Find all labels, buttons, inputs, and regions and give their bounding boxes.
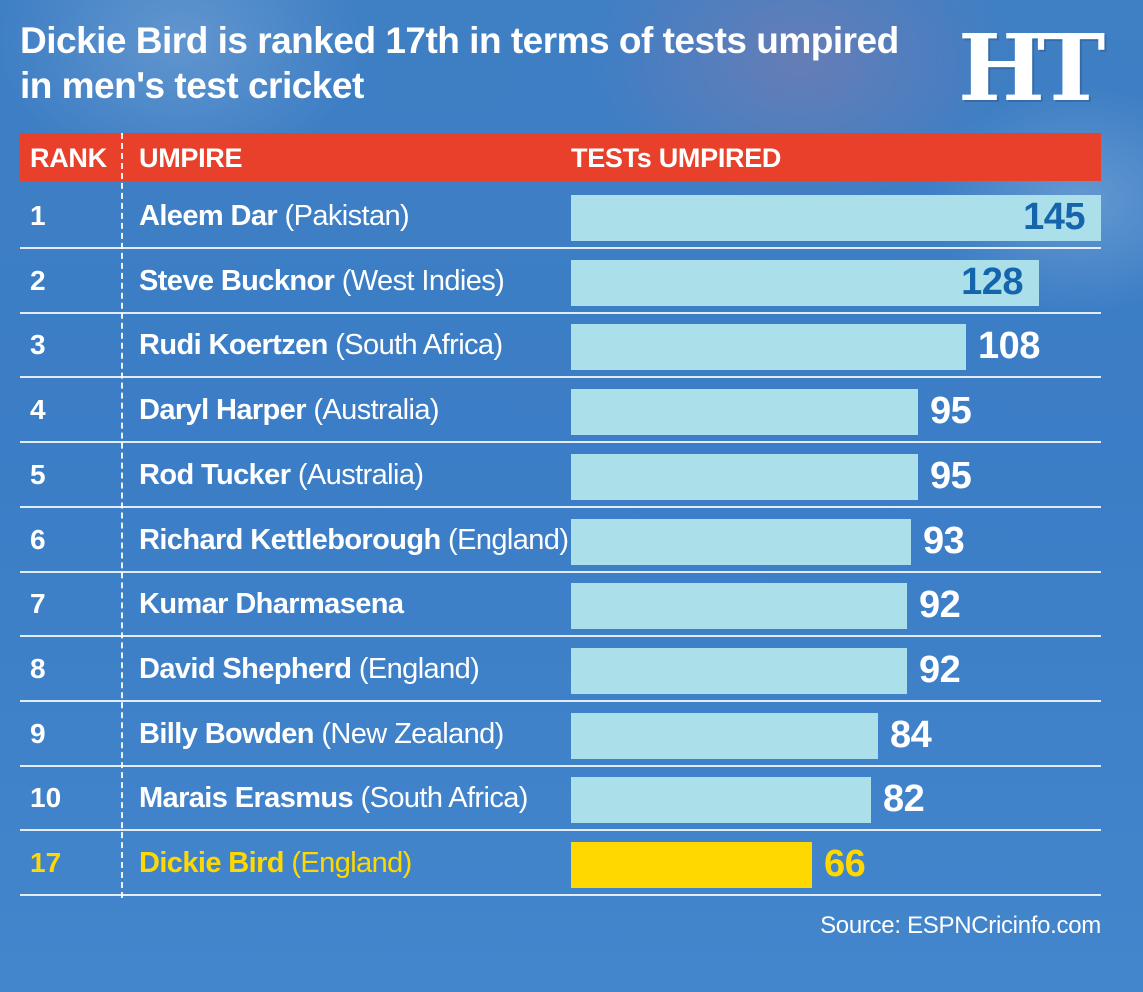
bar xyxy=(571,324,966,370)
umpire-label: Rod Tucker (Australia) xyxy=(139,444,424,506)
umpire-label: Marais Erasmus (South Africa) xyxy=(139,767,528,829)
umpire-name: Daryl Harper xyxy=(139,394,306,426)
umpire-label: David Shepherd (England) xyxy=(139,638,480,700)
umpire-country: (New Zealand) xyxy=(321,718,504,750)
umpire-name: Rudi Koertzen xyxy=(139,329,328,361)
bar-value-label: 93 xyxy=(923,520,965,562)
umpire-country: (England) xyxy=(291,847,412,879)
umpire-name: David Shepherd xyxy=(139,653,352,685)
rank-label: 4 xyxy=(30,394,46,425)
bar-value-label: 145 xyxy=(1023,196,1085,238)
umpire-label: Kumar Dharmasena xyxy=(139,573,404,635)
rank-label: 5 xyxy=(30,459,46,490)
umpire-country: (Pakistan) xyxy=(284,200,410,232)
rank-label: 9 xyxy=(30,718,46,749)
umpire-label: Rudi Koertzen (South Africa) xyxy=(139,314,503,376)
rank-column-header: RANK xyxy=(30,143,107,173)
umpire-name: Marais Erasmus xyxy=(139,782,354,814)
umpire-label: Billy Bowden (New Zealand) xyxy=(139,703,504,765)
row-separator xyxy=(20,571,1101,573)
table-row: 1 Aleem Dar (Pakistan) 145 xyxy=(20,185,1101,249)
umpire-label: Daryl Harper (Australia) xyxy=(139,379,440,441)
source-note: Source: ESPNCricinfo.com xyxy=(820,912,1101,939)
table-row: 7 Kumar Dharmasena 92 xyxy=(20,573,1101,637)
umpire-country: (Australia) xyxy=(297,459,424,491)
umpire-column-header: UMPIRE xyxy=(139,143,243,173)
bar xyxy=(571,583,907,629)
bar xyxy=(571,648,907,694)
rank-label: 2 xyxy=(30,265,46,296)
bar-value-label: 128 xyxy=(961,261,1023,303)
bar-value-label: 66 xyxy=(824,843,866,885)
umpire-name: Aleem Dar xyxy=(139,200,278,232)
row-separator xyxy=(20,894,1101,896)
bar xyxy=(571,842,812,888)
rank-label: 10 xyxy=(30,782,62,813)
bar-value-label: 95 xyxy=(930,390,972,432)
umpire-country: (West Indies) xyxy=(341,265,505,297)
bar xyxy=(571,260,1039,306)
table-row: 5 Rod Tucker (Australia) 95 xyxy=(20,444,1101,508)
bar xyxy=(571,519,911,565)
ht-logo: HT xyxy=(958,14,1105,122)
bar-value-label: 92 xyxy=(919,649,961,691)
bar-value-label: 82 xyxy=(883,778,925,820)
umpire-country: (England) xyxy=(358,653,480,685)
row-separator xyxy=(20,312,1101,314)
table-header xyxy=(20,133,1101,181)
umpire-name: Kumar Dharmasena xyxy=(139,588,404,620)
rank-label: 1 xyxy=(30,200,46,231)
rank-label: 3 xyxy=(30,329,46,360)
row-separator xyxy=(20,765,1101,767)
umpire-name: Steve Bucknor xyxy=(139,265,335,297)
bar xyxy=(571,389,918,435)
umpire-label: Aleem Dar (Pakistan) xyxy=(139,185,410,247)
umpire-country: (Australia) xyxy=(313,394,439,426)
row-separator xyxy=(20,635,1101,637)
row-separator xyxy=(20,829,1101,831)
umpire-name: Billy Bowden xyxy=(139,718,314,750)
table-row: 17 Dickie Bird (England) 66 xyxy=(20,832,1101,896)
rank-label: 7 xyxy=(30,588,46,619)
umpire-country: (South Africa) xyxy=(360,782,529,814)
table-row: 8 David Shepherd (England) 92 xyxy=(20,638,1101,702)
table-row: 2 Steve Bucknor (West Indies) 128 xyxy=(20,250,1101,314)
umpire-country: (England) xyxy=(448,524,569,556)
row-separator xyxy=(20,506,1101,508)
umpire-name: Richard Kettleborough xyxy=(139,524,441,556)
umpire-name: Rod Tucker xyxy=(139,459,291,491)
rank-label: 6 xyxy=(30,524,46,555)
umpire-label: Richard Kettleborough (England) xyxy=(139,509,569,571)
umpire-label: Steve Bucknor (West Indies) xyxy=(139,250,505,312)
bar-value-label: 108 xyxy=(978,325,1040,367)
bar-value-label: 84 xyxy=(890,714,932,756)
bar-value-label: 92 xyxy=(919,584,961,626)
table-row: 9 Billy Bowden (New Zealand) 84 xyxy=(20,703,1101,767)
row-separator xyxy=(20,441,1101,443)
column-divider xyxy=(121,133,123,898)
table-row: 4 Daryl Harper (Australia) 95 xyxy=(20,379,1101,443)
rank-label: 17 xyxy=(30,847,62,878)
tests-column-header: TESTs UMPIRED xyxy=(571,143,782,173)
row-separator xyxy=(20,376,1101,378)
umpire-label: Dickie Bird (England) xyxy=(139,832,412,894)
row-separator xyxy=(20,700,1101,702)
row-separator xyxy=(20,247,1101,249)
table-row: 6 Richard Kettleborough (England) 93 xyxy=(20,509,1101,573)
bar xyxy=(571,777,871,823)
table-row: 3 Rudi Koertzen (South Africa) 108 xyxy=(20,314,1101,378)
umpire-name: Dickie Bird xyxy=(139,847,285,879)
bar xyxy=(571,713,878,759)
umpire-country: (South Africa) xyxy=(335,329,503,361)
chart-title: Dickie Bird is ranked 17th in terms of t… xyxy=(20,20,899,106)
bar-value-label: 95 xyxy=(930,455,972,497)
bar xyxy=(571,195,1101,241)
table-row: 10 Marais Erasmus (South Africa) 82 xyxy=(20,767,1101,831)
rank-label: 8 xyxy=(30,653,46,684)
bar xyxy=(571,454,918,500)
